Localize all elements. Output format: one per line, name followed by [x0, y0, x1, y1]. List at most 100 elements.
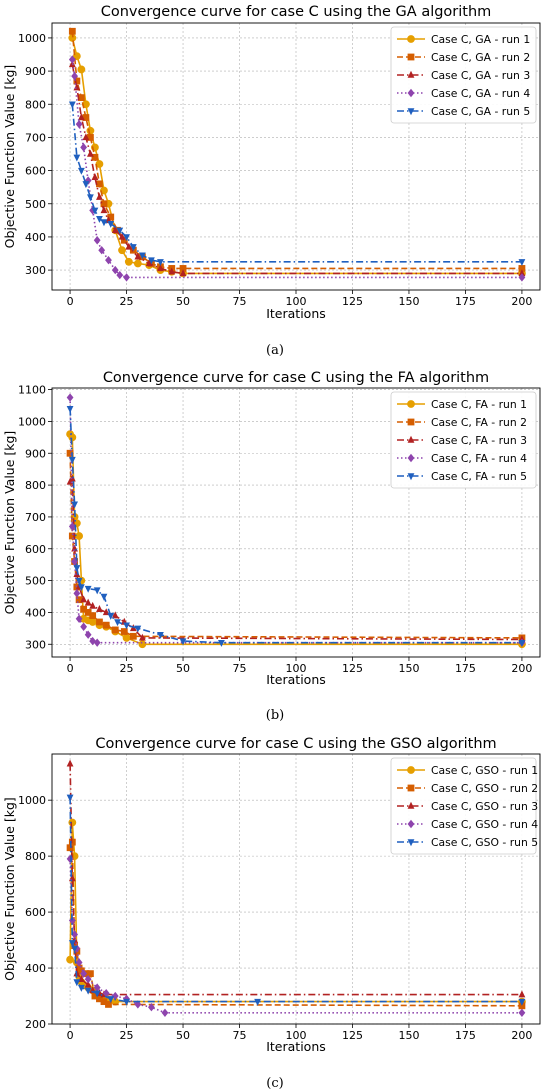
- marker-1: [68, 456, 76, 464]
- marker-8: [93, 638, 101, 647]
- marker-1: [68, 940, 76, 948]
- legend-entry: Case C, FA - run 3: [431, 434, 527, 447]
- marker-1: [68, 532, 76, 540]
- marker-3: [82, 181, 90, 189]
- marker-10: [118, 246, 126, 255]
- marker-0: [68, 101, 76, 109]
- y-tick-label: 500: [25, 575, 46, 588]
- marker-2: [77, 65, 86, 74]
- marker-12: [133, 259, 142, 268]
- marker-13: [138, 633, 146, 641]
- marker-8: [102, 989, 110, 998]
- marker-17: [518, 269, 526, 277]
- x-tick-label: 0: [67, 1029, 74, 1042]
- y-tick-label: 800: [25, 479, 46, 492]
- marker-9: [111, 991, 119, 1001]
- series-line: [69, 858, 522, 1014]
- legend: Case C, GSO - run 1 Case C, GSO - run 2 Ca…: [390, 757, 538, 855]
- marker-7: [93, 587, 101, 595]
- marker-10: [123, 234, 130, 242]
- marker-legend: [407, 35, 415, 43]
- marker-6: [84, 609, 92, 616]
- marker-7: [100, 206, 108, 214]
- marker-10: [114, 619, 121, 627]
- marker-5: [80, 622, 88, 631]
- marker-0: [66, 854, 74, 864]
- marker-2: [71, 501, 78, 509]
- marker-7: [100, 219, 108, 227]
- marker-3: [80, 143, 88, 152]
- x-tick-label: 150: [398, 295, 419, 308]
- marker-2: [77, 113, 85, 121]
- marker-7: [100, 200, 108, 208]
- x-tick-label: 50: [176, 1029, 190, 1042]
- x-tick-label: 0: [67, 295, 74, 308]
- panel-caption: (b): [266, 708, 284, 723]
- marker-14: [179, 638, 187, 646]
- x-tick-label: 125: [342, 295, 363, 308]
- marker-6: [96, 192, 103, 200]
- marker-11: [123, 622, 130, 630]
- marker-10: [123, 994, 130, 1004]
- chart-panel-0: Convergence curve for case C using the G…: [2, 4, 541, 358]
- series-line: [69, 477, 522, 641]
- series-5: [68, 101, 526, 267]
- y-tick-label: 400: [25, 962, 46, 975]
- marker-legend: [407, 53, 415, 61]
- marker-3: [82, 133, 90, 141]
- marker-14: [157, 264, 164, 272]
- y-tick-label: 400: [25, 606, 46, 619]
- marker-1: [71, 71, 78, 81]
- marker-5: [80, 595, 88, 603]
- marker-0: [66, 794, 74, 802]
- marker-4: [86, 126, 95, 135]
- marker-0: [68, 27, 76, 35]
- marker-5: [80, 969, 88, 978]
- marker-1: [68, 474, 76, 482]
- marker-3: [73, 583, 81, 591]
- series-4: [66, 854, 526, 1018]
- marker-4: [87, 149, 94, 157]
- marker-3: [73, 589, 81, 598]
- marker-legend: [407, 108, 415, 116]
- marker-12: [148, 1003, 155, 1012]
- legend-entry: Case C, GA - run 1: [431, 33, 530, 46]
- y-tick-label: 300: [25, 264, 46, 277]
- marker-13: [145, 259, 153, 267]
- marker-5: [77, 584, 85, 592]
- legend-entry: Case C, GA - run 4: [431, 87, 530, 100]
- marker-legend: [407, 88, 415, 98]
- marker-8: [107, 213, 115, 221]
- legend: Case C, FA - run 1 Case C, FA - run 2 Case…: [390, 391, 537, 489]
- x-tick-label: 175: [455, 662, 476, 675]
- marker-13: [138, 640, 147, 649]
- marker-7: [98, 245, 106, 255]
- y-tick-label: 800: [25, 850, 46, 863]
- marker-8: [123, 998, 130, 1006]
- series-5: [66, 794, 526, 1006]
- legend-entry: Case C, FA - run 1: [431, 398, 527, 411]
- chart-panel-1: Convergence curve for case C using the F…: [2, 370, 541, 723]
- marker-8: [96, 618, 103, 626]
- marker-8: [88, 618, 97, 626]
- marker-4: [87, 134, 94, 141]
- marker-2: [71, 942, 78, 950]
- x-tick-label: 25: [120, 1029, 134, 1042]
- marker-8: [96, 605, 103, 612]
- y-tick-label: 1000: [18, 32, 46, 45]
- marker-15: [218, 639, 225, 647]
- x-tick-label: 100: [286, 662, 307, 675]
- y-tick-label: 800: [25, 98, 46, 111]
- marker-11: [129, 244, 137, 252]
- y-tick-label: 900: [25, 447, 46, 460]
- marker-5: [84, 980, 92, 988]
- marker-5: [91, 153, 99, 161]
- marker-8: [107, 220, 115, 228]
- marker-6: [96, 215, 103, 223]
- marker-2: [77, 94, 85, 102]
- marker-legend: [407, 453, 415, 463]
- marker-9: [116, 227, 124, 235]
- marker-10: [111, 611, 119, 619]
- marker-3: [73, 979, 81, 987]
- x-tick-label: 100: [286, 295, 307, 308]
